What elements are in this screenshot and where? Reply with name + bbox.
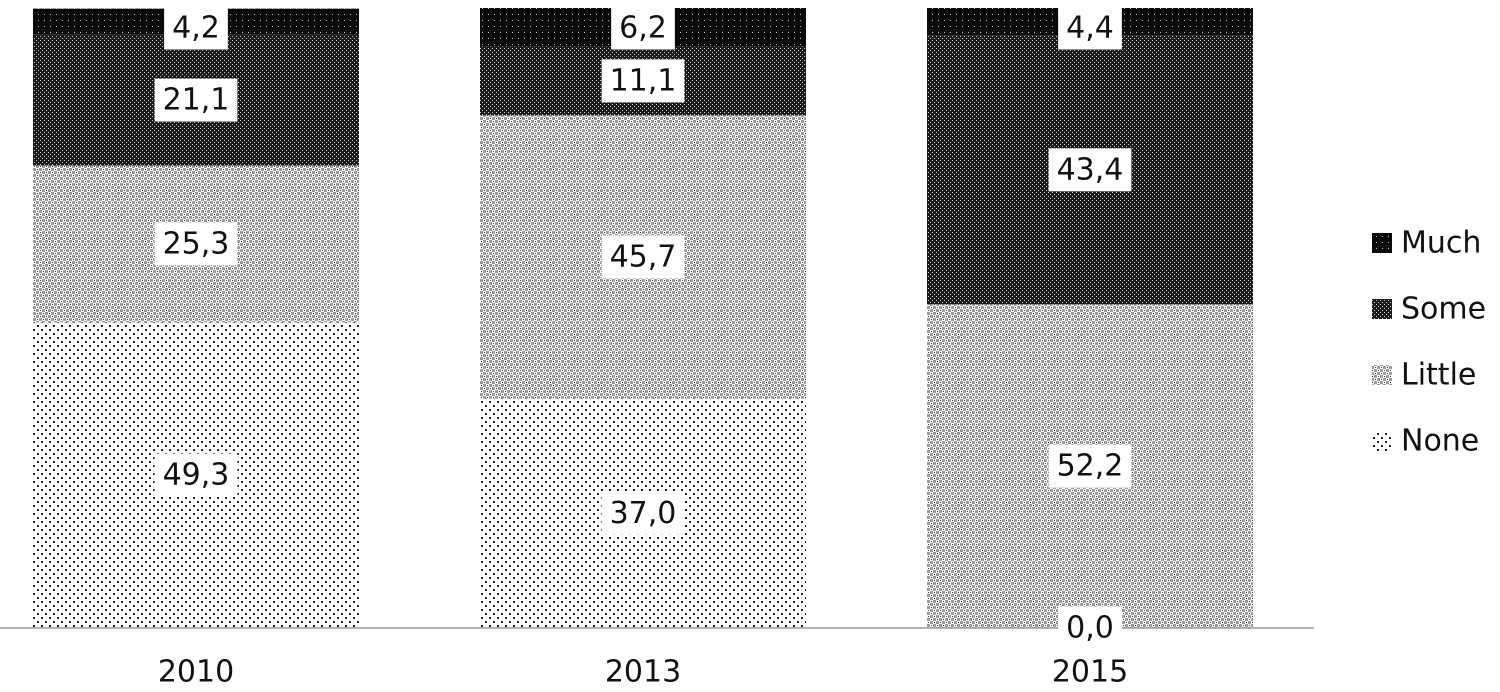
x-tick-label-2013: 2013 [605,655,681,690]
data-labels-layer: 49,3 25,3 21,1 4,2 37,0 45,7 11,1 6,2 0,0 52,2 43,… [154,6,1132,650]
legend-label-some: Some [1401,292,1486,327]
svg-text:11,1: 11,1 [610,63,677,98]
svg-text:49,3: 49,3 [163,458,230,493]
data-label-none-2010: 49,3 [154,453,238,497]
data-label-none-2013: 37,0 [601,491,685,535]
data-label-some-2010: 21,1 [154,78,238,122]
svg-text:52,2: 52,2 [1057,449,1124,484]
legend-item-some: Some [1372,292,1486,327]
svg-text:6,2: 6,2 [619,11,667,46]
svg-text:37,0: 37,0 [610,496,677,531]
legend-swatch-none [1372,431,1392,451]
data-label-some-2013: 11,1 [601,59,685,103]
svg-text:45,7: 45,7 [610,239,677,274]
legend-swatch-much [1372,233,1392,253]
data-label-none-2015: 0,0 [1058,606,1122,650]
legend-label-little: Little [1401,358,1476,393]
x-tick-label-2010: 2010 [158,655,234,690]
data-label-little-2015: 52,2 [1048,444,1132,488]
legend-swatch-some [1372,299,1392,319]
x-tick-label-2015: 2015 [1052,655,1128,690]
svg-text:0,0: 0,0 [1066,611,1114,646]
legend-item-none: None [1372,424,1479,459]
data-label-much-2010: 4,2 [164,6,228,50]
data-label-much-2015: 4,4 [1058,6,1122,50]
svg-text:4,4: 4,4 [1066,11,1114,46]
x-tick-labels: 2010 2013 2015 [158,655,1128,690]
svg-text:21,1: 21,1 [163,83,230,118]
legend: Much Some Little None [1372,226,1486,459]
legend-item-much: Much [1372,226,1481,261]
data-label-some-2015: 43,4 [1048,148,1132,192]
svg-text:43,4: 43,4 [1057,152,1124,187]
data-label-little-2013: 45,7 [601,235,685,279]
legend-label-much: Much [1401,226,1481,261]
legend-swatch-little [1372,365,1392,385]
data-label-much-2013: 6,2 [611,6,675,50]
svg-text:25,3: 25,3 [163,226,230,261]
svg-text:4,2: 4,2 [172,11,220,46]
data-label-little-2010: 25,3 [154,222,238,266]
legend-label-none: None [1401,424,1479,459]
legend-item-little: Little [1372,358,1476,393]
